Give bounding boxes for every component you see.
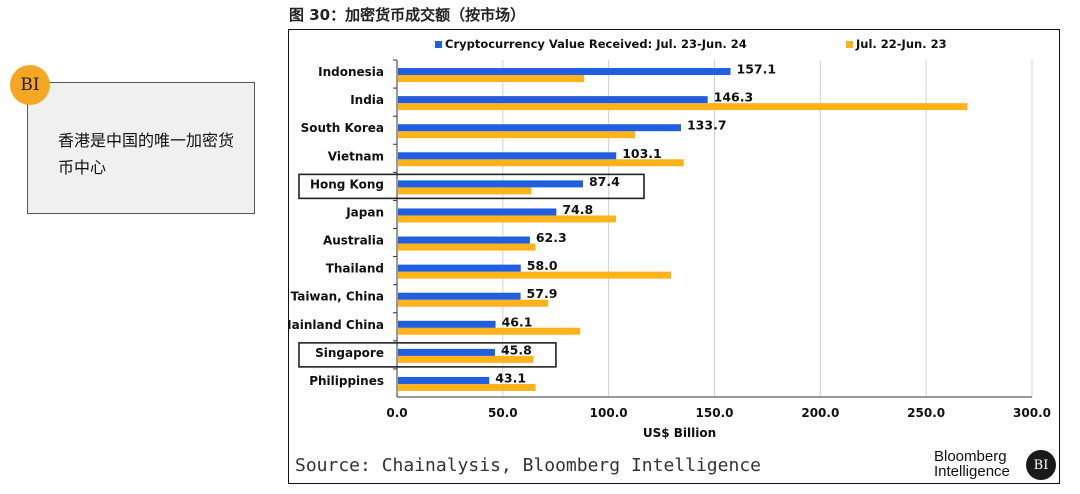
x-tick-label: 200.0 — [801, 406, 839, 420]
category-label: Hong Kong — [310, 177, 384, 191]
data-label: 58.0 — [527, 258, 558, 273]
bar-prior-year — [398, 243, 536, 251]
x-tick-label: 50.0 — [488, 406, 518, 420]
legend-label-prior: Jul. 22-Jun. 23 — [855, 37, 947, 51]
highlight-box-singapore — [298, 342, 557, 368]
x-axis-label: US$ Billion — [643, 426, 716, 440]
bar-prior-year — [398, 75, 585, 83]
category-label: Singapore — [315, 346, 384, 360]
bar-current-year — [398, 152, 617, 160]
legend-label-current: Cryptocurrency Value Received: Jul. 23-J… — [445, 37, 747, 51]
figure-title: 图 30：加密货币成交额（按市场） — [289, 6, 526, 24]
chart-frame: 0.0 50.0 100.0 150.0 200.0 250.0 300.0 US$ Bill… — [288, 29, 1060, 484]
category-label: Mainland China — [289, 318, 384, 332]
category-label: Vietnam — [328, 149, 384, 163]
note-text: 香港是中国的唯一加密货币中心 — [58, 131, 235, 177]
logo-line-1: Bloomberg — [934, 448, 1007, 465]
data-label: 57.9 — [527, 286, 558, 301]
category-label: Australia — [323, 234, 384, 248]
bloomberg-bi-icon: BI — [1026, 450, 1056, 480]
bar-prior-year — [398, 187, 532, 195]
bar-current-year — [398, 292, 521, 300]
x-tick-label: 0.0 — [386, 406, 407, 420]
bar-prior-year — [398, 383, 536, 391]
bar-prior-year — [398, 327, 581, 335]
bar-prior-year — [398, 215, 617, 223]
data-label: 103.1 — [622, 146, 662, 161]
bar-prior-year — [398, 299, 549, 307]
logo-line-2: Intelligence — [934, 463, 1010, 480]
legend-swatch-prior — [846, 41, 853, 48]
bar-prior-year — [398, 271, 672, 279]
data-label: 133.7 — [687, 118, 727, 133]
data-label: 157.1 — [737, 62, 777, 77]
data-label: 43.1 — [495, 370, 526, 385]
bar-current-year — [398, 124, 681, 132]
data-label: 45.8 — [501, 342, 532, 357]
category-label: Taiwan, China — [291, 290, 384, 304]
legend-swatch-current — [435, 41, 442, 48]
bar-prior-year — [398, 131, 636, 139]
bar-prior-year — [398, 103, 968, 111]
bar-current-year — [398, 320, 496, 328]
bar-current-year — [398, 96, 708, 104]
data-label: 62.3 — [536, 230, 567, 245]
bar-chart: 0.0 50.0 100.0 150.0 200.0 250.0 300.0 US$ Bill… — [289, 37, 1051, 440]
category-label: Philippines — [309, 374, 384, 388]
category-label: South Korea — [301, 121, 384, 135]
bar-prior-year — [398, 159, 684, 167]
highlight-box-hong-kong — [298, 173, 645, 200]
bloomberg-logo: Bloomberg Intelligence — [934, 449, 1024, 479]
bar-current-year — [398, 348, 495, 356]
bar-current-year — [398, 208, 557, 216]
x-tick-label: 100.0 — [590, 406, 628, 420]
x-tick-label: 150.0 — [696, 406, 734, 420]
bar-current-year — [398, 236, 530, 244]
bar-prior-year — [398, 355, 534, 363]
data-label: 146.3 — [714, 90, 754, 105]
x-tick-label: 300.0 — [1013, 406, 1051, 420]
bar-current-year — [398, 264, 521, 272]
source-note: Source: Chainalysis, Bloomberg Intellige… — [295, 455, 761, 476]
x-tick-label: 250.0 — [907, 406, 945, 420]
note-box: 香港是中国的唯一加密货币中心 — [27, 82, 255, 214]
category-label: Indonesia — [318, 65, 384, 79]
bar-current-year — [398, 180, 583, 188]
bar-current-year — [398, 68, 731, 76]
bar-current-year — [398, 376, 490, 384]
bi-badge-icon: BI — [10, 65, 50, 105]
data-label: 87.4 — [589, 174, 620, 189]
data-label: 74.8 — [562, 202, 593, 217]
category-label: India — [350, 93, 384, 107]
data-label: 46.1 — [502, 314, 533, 329]
category-label: Thailand — [326, 262, 384, 276]
category-label: Japan — [345, 205, 384, 219]
